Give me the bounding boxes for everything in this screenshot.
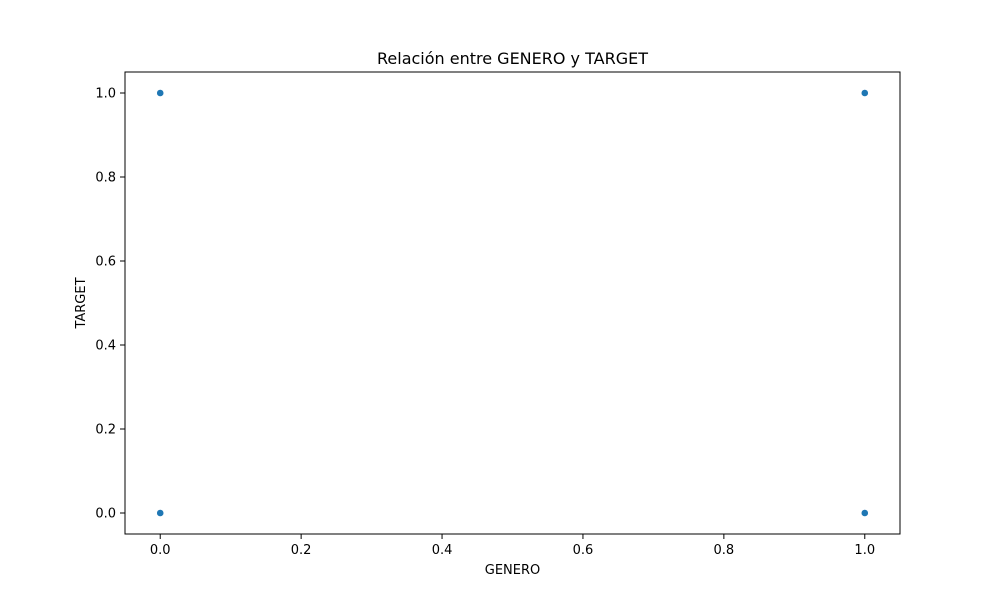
scatter-points <box>156 89 869 517</box>
y-tick-label: 0.0 <box>95 507 116 522</box>
x-tick-label: 1.0 <box>854 543 875 558</box>
y-tick-label: 0.2 <box>95 423 116 438</box>
y-axis-label: TARGET <box>74 277 89 329</box>
x-axis-ticks: 0.0 0.2 0.4 0.6 0.8 1.0 <box>150 534 875 558</box>
x-tick-label: 0.4 <box>432 543 453 558</box>
plot-area-frame <box>124 71 901 535</box>
x-tick-label: 0.0 <box>150 543 171 558</box>
y-tick-label: 0.6 <box>95 255 116 270</box>
x-axis-label: GENERO <box>485 563 541 578</box>
x-tick-label: 0.8 <box>714 543 735 558</box>
y-axis-ticks: 0.0 0.2 0.4 0.6 0.8 1.0 <box>95 87 125 522</box>
y-tick-label: 0.8 <box>95 171 116 186</box>
scatter-point <box>860 89 869 97</box>
y-tick-label: 1.0 <box>95 87 116 102</box>
scatter-point <box>860 509 869 517</box>
y-tick-label: 0.4 <box>95 339 116 354</box>
x-tick-label: 0.6 <box>573 543 594 558</box>
x-tick-label: 0.2 <box>291 543 312 558</box>
scatter-point <box>156 509 165 517</box>
chart-title: Relación entre GENERO y TARGET <box>377 49 648 68</box>
scatter-point <box>156 89 165 97</box>
